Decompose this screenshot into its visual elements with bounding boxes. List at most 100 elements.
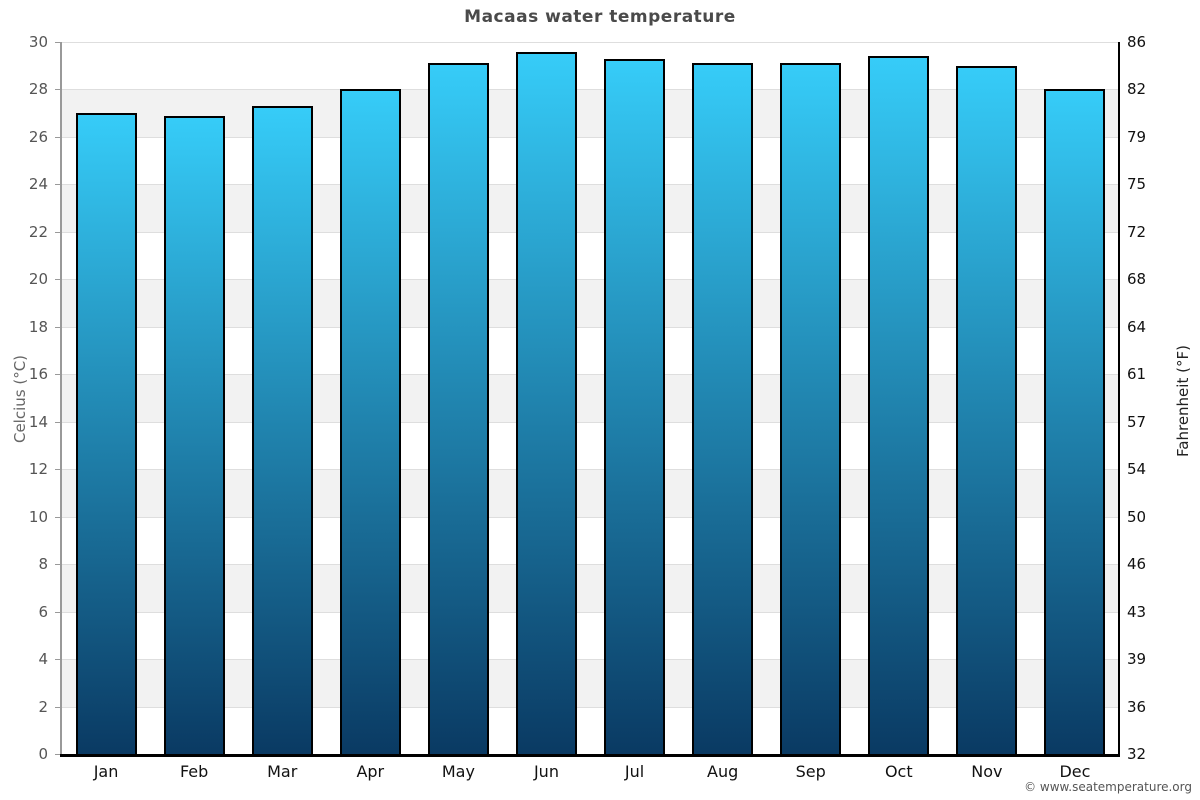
left-axis-line [60, 42, 62, 755]
left-tick-mark [55, 564, 60, 566]
background-band [62, 231, 1119, 280]
x-tick-label-dec: Dec [1059, 762, 1091, 781]
x-tick-label-sep: Sep [795, 762, 826, 781]
bar-may [427, 63, 489, 754]
bar-jul [604, 58, 666, 754]
x-tick-label-mar: Mar [267, 762, 298, 781]
bar-sep [780, 63, 842, 754]
background-band [62, 611, 1119, 660]
right-tick-label-68: 68 [1127, 270, 1147, 289]
plot-area [62, 42, 1119, 754]
right-tick-label-61: 61 [1127, 365, 1147, 384]
right-tick-label-50: 50 [1127, 507, 1147, 526]
right-tick-label-82: 82 [1127, 80, 1147, 99]
right-tick-label-36: 36 [1127, 697, 1147, 716]
left-tick-label-10: 10 [28, 507, 48, 526]
background-band [62, 184, 1119, 232]
chart-title: Macaas water temperature [464, 7, 736, 27]
bar-jun [515, 51, 577, 754]
gridline [62, 469, 1119, 471]
gridline [62, 706, 1119, 708]
gridline [62, 89, 1119, 91]
right-tick-label-75: 75 [1127, 175, 1147, 194]
left-tick-mark [55, 326, 60, 328]
bar-mar [251, 106, 313, 754]
background-band [62, 326, 1119, 375]
right-axis-line [1118, 42, 1120, 755]
right-tick-label-39: 39 [1127, 650, 1147, 669]
gridline [62, 516, 1119, 518]
background-band [62, 421, 1119, 470]
background-band [62, 279, 1119, 327]
right-tick-label-79: 79 [1127, 127, 1147, 146]
left-tick-label-28: 28 [28, 80, 48, 99]
bottom-axis-line [60, 754, 1120, 757]
gridline [62, 184, 1119, 186]
background-band [62, 42, 1119, 90]
left-tick-label-0: 0 [38, 745, 48, 763]
gridline [62, 374, 1119, 376]
gridline [62, 421, 1119, 423]
x-tick-label-jan: Jan [93, 762, 119, 781]
left-tick-mark [55, 659, 60, 661]
right-tick-label-54: 54 [1127, 460, 1147, 479]
left-tick-label-4: 4 [38, 650, 48, 669]
x-tick-label-jun: Jun [533, 762, 559, 781]
bar-oct [868, 56, 930, 754]
left-tick-label-8: 8 [38, 555, 48, 574]
left-tick-mark [55, 231, 60, 233]
x-tick-label-aug: Aug [707, 762, 739, 781]
left-tick-mark [55, 611, 60, 613]
x-tick-label-feb: Feb [179, 762, 209, 781]
gridline [62, 42, 1119, 43]
left-tick-mark [55, 516, 60, 518]
right-tick-label-32: 32 [1127, 745, 1147, 763]
bar-jan [75, 113, 137, 754]
right-tick-label-72: 72 [1127, 222, 1147, 241]
left-tick-mark [55, 136, 60, 138]
left-tick-label-6: 6 [38, 602, 48, 621]
x-tick-label-oct: Oct [884, 762, 913, 781]
left-tick-mark [55, 42, 60, 43]
left-tick-mark [55, 706, 60, 708]
left-tick-mark [55, 279, 60, 281]
background-band [62, 89, 1119, 137]
left-tick-label-24: 24 [28, 175, 48, 194]
gridline [62, 564, 1119, 566]
left-tick-mark [55, 89, 60, 91]
left-tick-label-16: 16 [28, 365, 48, 384]
x-tick-label-nov: Nov [971, 762, 1003, 781]
left-tick-label-20: 20 [28, 270, 48, 289]
background-band [62, 659, 1119, 707]
x-tick-label-may: May [441, 762, 475, 781]
gridline [62, 136, 1119, 138]
left-tick-mark [55, 754, 60, 755]
background-band [62, 564, 1119, 612]
background-band [62, 469, 1119, 517]
left-tick-label-30: 30 [28, 33, 48, 51]
right-tick-label-43: 43 [1127, 602, 1147, 621]
gridline [62, 659, 1119, 661]
left-tick-mark [55, 469, 60, 471]
left-tick-label-18: 18 [28, 317, 48, 336]
gridline [62, 231, 1119, 233]
y-axis-label-fahrenheit: Fahrenheit (°F) [1174, 345, 1192, 457]
background-band [62, 706, 1119, 754]
left-tick-label-22: 22 [28, 222, 48, 241]
right-tick-label-57: 57 [1127, 412, 1147, 431]
bar-feb [163, 115, 225, 754]
background-band [62, 136, 1119, 185]
x-tick-label-jul: Jul [624, 762, 645, 781]
y-axis-label-celsius: Celcius (°C) [11, 354, 29, 444]
right-tick-label-46: 46 [1127, 555, 1147, 574]
gridline [62, 279, 1119, 281]
left-tick-label-14: 14 [28, 412, 48, 431]
left-tick-mark [55, 421, 60, 423]
left-tick-mark [55, 374, 60, 376]
bar-aug [692, 63, 754, 754]
gridline [62, 326, 1119, 328]
background-band [62, 374, 1119, 422]
copyright-credit: © www.seatemperature.org [1024, 780, 1192, 794]
bar-apr [339, 89, 401, 754]
